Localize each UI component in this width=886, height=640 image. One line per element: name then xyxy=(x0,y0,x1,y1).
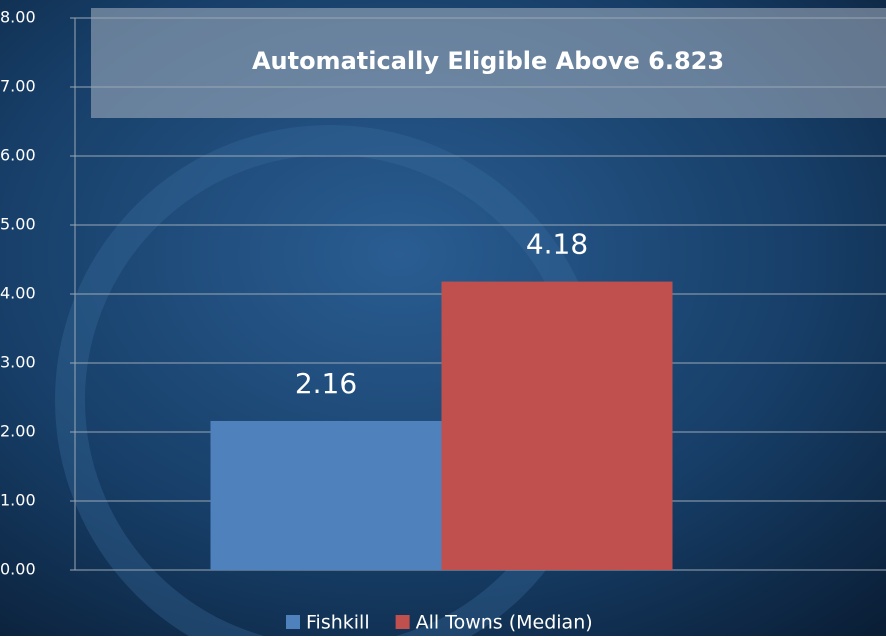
y-tick-label: 7.00 xyxy=(0,77,36,96)
legend-swatch xyxy=(395,615,410,629)
y-tick-label: 1.00 xyxy=(0,491,36,510)
y-tick-label: 6.00 xyxy=(0,146,36,165)
legend-label: Fishkill xyxy=(306,612,370,634)
data-label: 2.16 xyxy=(295,367,357,400)
y-tick-label: 3.00 xyxy=(0,353,36,372)
legend-swatch xyxy=(286,615,300,629)
annotation: Automatically Eligible Above 6.823 xyxy=(252,47,724,75)
y-tick-label: 8.00 xyxy=(0,8,36,27)
annotation-box xyxy=(91,8,886,118)
bar xyxy=(210,420,442,570)
y-tick-label: 2.00 xyxy=(0,422,36,441)
data-label: 4.18 xyxy=(526,228,588,261)
bar xyxy=(441,281,673,570)
y-tick-label: 5.00 xyxy=(0,215,36,234)
legend-label: All Towns (Median) xyxy=(416,612,593,634)
y-tick-label: 0.00 xyxy=(0,560,36,579)
y-tick-label: 4.00 xyxy=(0,284,36,303)
